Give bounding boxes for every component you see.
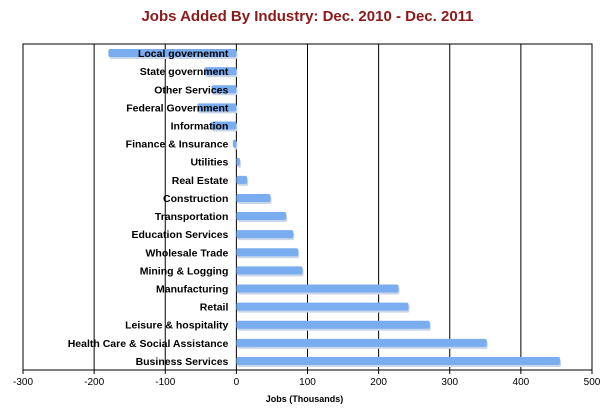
bar (236, 284, 399, 293)
tick-label-x: 400 (513, 377, 530, 388)
category-label: Real Estate (172, 175, 229, 187)
bar (211, 121, 237, 130)
category-label: Information (171, 121, 229, 133)
category-label: Wholesale Trade (146, 247, 229, 259)
category-label: Other Services (154, 84, 228, 96)
category-label: Transportation (155, 211, 229, 223)
category-label: State government (140, 66, 229, 78)
tick-label-x: -100 (155, 377, 175, 388)
bar (204, 67, 237, 76)
category-label: Business Services (136, 356, 229, 368)
tick-label-x: 0 (234, 377, 240, 388)
category-label: Local governemnt (138, 48, 229, 60)
bar (232, 139, 237, 148)
tick-label-x: -200 (84, 377, 104, 388)
tick-label-x: 500 (584, 377, 601, 388)
tick-label-x: 300 (441, 377, 458, 388)
bar (236, 157, 240, 166)
category-label: Retail (200, 302, 229, 314)
chart-title: Jobs Added By Industry: Dec. 2010 - Dec.… (141, 8, 474, 25)
category-label: Finance & Insurance (126, 139, 229, 151)
bar (236, 248, 299, 257)
category-label: Manufacturing (156, 284, 228, 296)
bar (236, 320, 430, 329)
category-label: Education Services (132, 229, 229, 241)
bar (108, 49, 237, 58)
x-axis-label: Jobs (Thousands) (266, 394, 344, 404)
category-label: Federal Government (126, 102, 229, 114)
bar (236, 338, 487, 347)
category-label: Utilities (190, 157, 228, 169)
bar (236, 266, 303, 275)
category-label: Mining & Logging (140, 265, 229, 277)
bar (236, 302, 409, 311)
bar (236, 356, 560, 365)
bar (211, 85, 237, 94)
tick-label-x: 100 (299, 377, 316, 388)
bar (236, 230, 294, 239)
category-label: Construction (163, 193, 228, 205)
category-label: Leisure & hospitality (125, 320, 228, 332)
bar (236, 193, 271, 202)
bar (236, 175, 248, 184)
bar (236, 212, 287, 221)
bar (197, 103, 237, 112)
tick-label-x: -300 (13, 377, 33, 388)
tick-label-x: 200 (370, 377, 387, 388)
category-label: Health Care & Social Assistance (68, 338, 229, 350)
